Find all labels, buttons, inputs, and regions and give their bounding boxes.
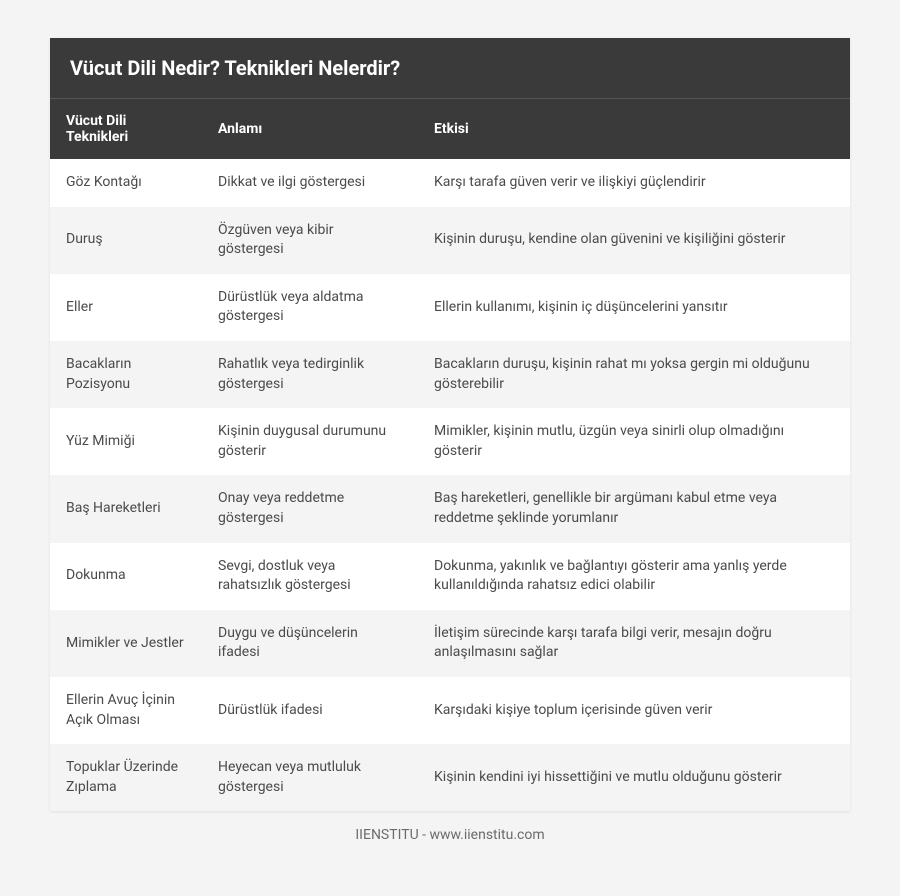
table-cell: Bacakların duruşu, kişinin rahat mı yoks… <box>418 341 850 408</box>
table-cell: Kişinin duruşu, kendine olan güvenini ve… <box>418 207 850 274</box>
table-cell: Karşı tarafa güven verir ve ilişkiyi güç… <box>418 159 850 207</box>
table-cell: Eller <box>50 274 202 341</box>
table-cell: Dokunma, yakınlık ve bağlantıyı gösterir… <box>418 543 850 610</box>
table-cell: İletişim sürecinde karşı tarafa bilgi ve… <box>418 610 850 677</box>
table-cell: Bacakların Pozisyonu <box>50 341 202 408</box>
table-cell: Dokunma <box>50 543 202 610</box>
table-cell: Baş hareketleri, genellikle bir argümanı… <box>418 475 850 542</box>
table-card: Vücut Dili Nedir? Teknikleri Nelerdir? V… <box>50 38 850 811</box>
table-row: DuruşÖzgüven veya kibir göstergesiKişini… <box>50 207 850 274</box>
table-cell: Yüz Mimiği <box>50 408 202 475</box>
col-header-effect: Etkisi <box>418 99 850 160</box>
table-cell: Onay veya reddetme göstergesi <box>202 475 418 542</box>
table-cell: Rahatlık veya tedirginlik göstergesi <box>202 341 418 408</box>
table-row: EllerDürüstlük veya aldatma göstergesiEl… <box>50 274 850 341</box>
table-cell: Özgüven veya kibir göstergesi <box>202 207 418 274</box>
table-row: Ellerin Avuç İçinin Açık OlmasıDürüstlük… <box>50 677 850 744</box>
table-row: Mimikler ve JestlerDuygu ve düşüncelerin… <box>50 610 850 677</box>
table-cell: Heyecan veya mutluluk göstergesi <box>202 744 418 811</box>
table-row: Topuklar Üzerinde ZıplamaHeyecan veya mu… <box>50 744 850 811</box>
table-cell: Dürüstlük ifadesi <box>202 677 418 744</box>
table-cell: Mimikler ve Jestler <box>50 610 202 677</box>
table-cell: Karşıdaki kişiye toplum içerisinde güven… <box>418 677 850 744</box>
col-header-meaning: Anlamı <box>202 99 418 160</box>
table-row: Yüz MimiğiKişinin duygusal durumunu göst… <box>50 408 850 475</box>
table-cell: Dürüstlük veya aldatma göstergesi <box>202 274 418 341</box>
table-cell: Sevgi, dostluk veya rahatsızlık gösterge… <box>202 543 418 610</box>
table-cell: Kişinin duygusal durumunu gösterir <box>202 408 418 475</box>
table-cell: Ellerin Avuç İçinin Açık Olması <box>50 677 202 744</box>
table-header-row: Vücut Dili Teknikleri Anlamı Etkisi <box>50 99 850 160</box>
table-cell: Baş Hareketleri <box>50 475 202 542</box>
table-cell: Göz Kontağı <box>50 159 202 207</box>
table-cell: Dikkat ve ilgi göstergesi <box>202 159 418 207</box>
table-row: Baş HareketleriOnay veya reddetme göster… <box>50 475 850 542</box>
table-cell: Topuklar Üzerinde Zıplama <box>50 744 202 811</box>
col-header-technique: Vücut Dili Teknikleri <box>50 99 202 160</box>
table-row: Bacakların PozisyonuRahatlık veya tedirg… <box>50 341 850 408</box>
table-row: DokunmaSevgi, dostluk veya rahatsızlık g… <box>50 543 850 610</box>
footer-attribution: IIENSTITU - www.iienstitu.com <box>50 811 850 859</box>
table-row: Göz KontağıDikkat ve ilgi göstergesiKarş… <box>50 159 850 207</box>
table-cell: Kişinin kendini iyi hissettiğini ve mutl… <box>418 744 850 811</box>
table-cell: Duygu ve düşüncelerin ifadesi <box>202 610 418 677</box>
body-language-table: Vücut Dili Teknikleri Anlamı Etkisi Göz … <box>50 98 850 811</box>
table-cell: Mimikler, kişinin mutlu, üzgün veya sini… <box>418 408 850 475</box>
table-cell: Duruş <box>50 207 202 274</box>
table-cell: Ellerin kullanımı, kişinin iç düşünceler… <box>418 274 850 341</box>
table-title: Vücut Dili Nedir? Teknikleri Nelerdir? <box>50 38 850 98</box>
